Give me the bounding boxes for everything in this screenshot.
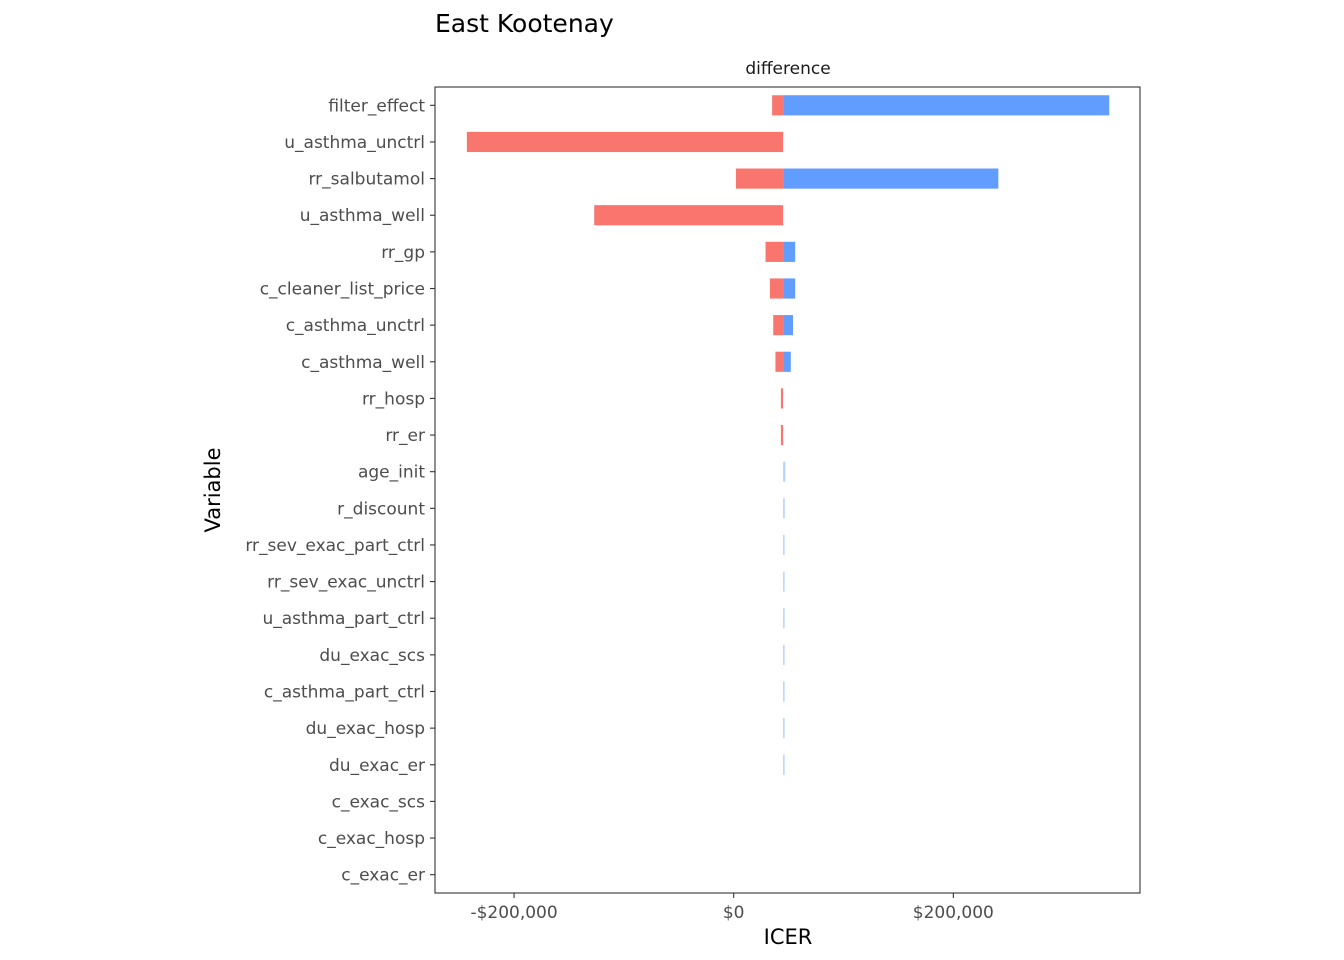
bar-high-du-exac-scs [783, 644, 785, 665]
bar-high-c-cleaner-list-price [783, 278, 796, 299]
y-tick-label: du_exac_er [329, 756, 425, 776]
y-tick-label: du_exac_scs [319, 646, 425, 666]
y-tick-label: c_cleaner_list_price [260, 280, 425, 300]
bar-low-rr-salbutamol [735, 168, 784, 189]
bar-high-filter-effect [783, 95, 1110, 116]
x-axis-label: ICER [764, 925, 813, 949]
bar-low-rr-hosp [780, 388, 784, 409]
y-tick-label: rr_salbutamol [308, 170, 425, 190]
y-tick-label: age_init [358, 463, 425, 483]
bar-low-filter-effect [772, 95, 784, 116]
bar-low-u-asthma-well [594, 205, 784, 226]
bar-low-c-cleaner-list-price [769, 278, 784, 299]
bar-high-age-init [783, 461, 786, 482]
y-tick-label: rr_sev_exac_part_ctrl [245, 536, 425, 556]
y-tick-label: c_asthma_well [301, 353, 425, 373]
bars-group [466, 95, 1110, 775]
x-tick-label: -$200,000 [470, 903, 557, 923]
y-axis-label: Variable [201, 447, 225, 532]
y-tick-label: c_exac_er [341, 866, 425, 886]
bar-low-rr-er [780, 424, 784, 446]
x-axis: -$200,000 $0 $200,000 [470, 893, 994, 923]
y-tick-label: c_exac_hosp [318, 829, 425, 849]
x-tick-label: $0 [723, 903, 745, 923]
bar-high-c-asthma-unctrl [783, 315, 793, 336]
y-tick-label: rr_sev_exac_unctrl [267, 573, 425, 593]
panel-border [434, 86, 1141, 894]
x-tick-label: $200,000 [913, 903, 994, 923]
bar-high-du-exac-er [783, 754, 785, 775]
bar-high-du-exac-hosp [783, 718, 785, 739]
bar-low-c-asthma-well [775, 351, 784, 372]
bar-high-u-asthma-part-ctrl [783, 608, 785, 629]
y-tick-label: u_asthma_unctrl [284, 133, 425, 153]
facet-strip-label: difference [745, 59, 830, 79]
bar-high-rr-sev-exac-unctrl [783, 571, 785, 592]
bar-high-c-asthma-part-ctrl [783, 681, 785, 702]
y-axis: filter_effect u_asthma_unctrl rr_salbutamo… [245, 96, 435, 886]
bar-high-r-discount [783, 498, 785, 519]
bar-high-rr-gp [783, 241, 796, 262]
bar-low-u-asthma-unctrl [466, 131, 784, 153]
bar-high-c-asthma-well [783, 351, 791, 372]
y-tick-label: c_asthma_unctrl [286, 316, 425, 336]
y-tick-label: c_asthma_part_ctrl [264, 683, 425, 703]
bar-low-rr-gp [765, 241, 784, 262]
chart-title: East Kootenay [435, 9, 614, 38]
y-tick-label: c_exac_scs [332, 792, 426, 812]
y-tick-label: rr_gp [381, 243, 425, 263]
y-tick-label: u_asthma_well [300, 206, 425, 226]
bar-high-rr-salbutamol [783, 168, 999, 189]
y-tick-label: rr_hosp [362, 389, 425, 409]
y-tick-label: rr_er [385, 426, 425, 446]
y-tick-label: filter_effect [328, 96, 425, 116]
y-tick-label: r_discount [337, 499, 425, 519]
y-tick-label: u_asthma_part_ctrl [262, 609, 425, 629]
bar-low-c-asthma-unctrl [773, 315, 784, 336]
y-tick-label: du_exac_hosp [306, 719, 425, 739]
bar-high-rr-sev-exac-part-ctrl [783, 534, 785, 556]
